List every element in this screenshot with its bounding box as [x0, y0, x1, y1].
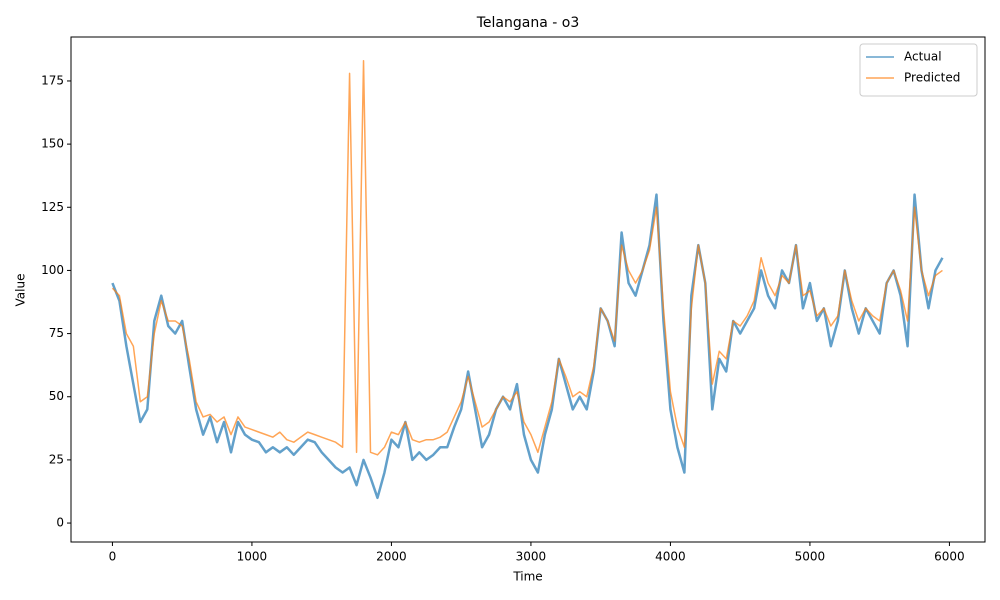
x-tick-label: 5000 — [795, 550, 826, 564]
y-tick-label: 75 — [49, 326, 64, 340]
y-axis-label: Value — [14, 274, 28, 307]
chart-title: Telangana - o3 — [476, 15, 579, 31]
plot-frame — [70, 36, 986, 543]
legend-label: Predicted — [904, 71, 960, 85]
line-series — [111, 193, 944, 500]
x-tick-label: 3000 — [516, 550, 547, 564]
y-tick-label: 150 — [41, 137, 64, 151]
y-tick-label: 175 — [41, 73, 64, 87]
line-series — [111, 60, 943, 456]
y-tick-label: 50 — [49, 389, 64, 403]
y-tick-label: 25 — [49, 452, 64, 466]
x-tick-label: 2000 — [376, 550, 407, 564]
y-tick-label: 125 — [41, 200, 64, 214]
x-tick-label: 4000 — [655, 550, 686, 564]
y-tick-label: 0 — [56, 516, 64, 530]
x-tick-label: 1000 — [237, 550, 268, 564]
x-tick-label: 6000 — [934, 550, 965, 564]
legend-label: Actual — [904, 50, 942, 64]
y-tick-label: 100 — [41, 263, 64, 277]
x-tick-label: 0 — [109, 550, 117, 564]
x-axis-label: Time — [512, 570, 542, 584]
